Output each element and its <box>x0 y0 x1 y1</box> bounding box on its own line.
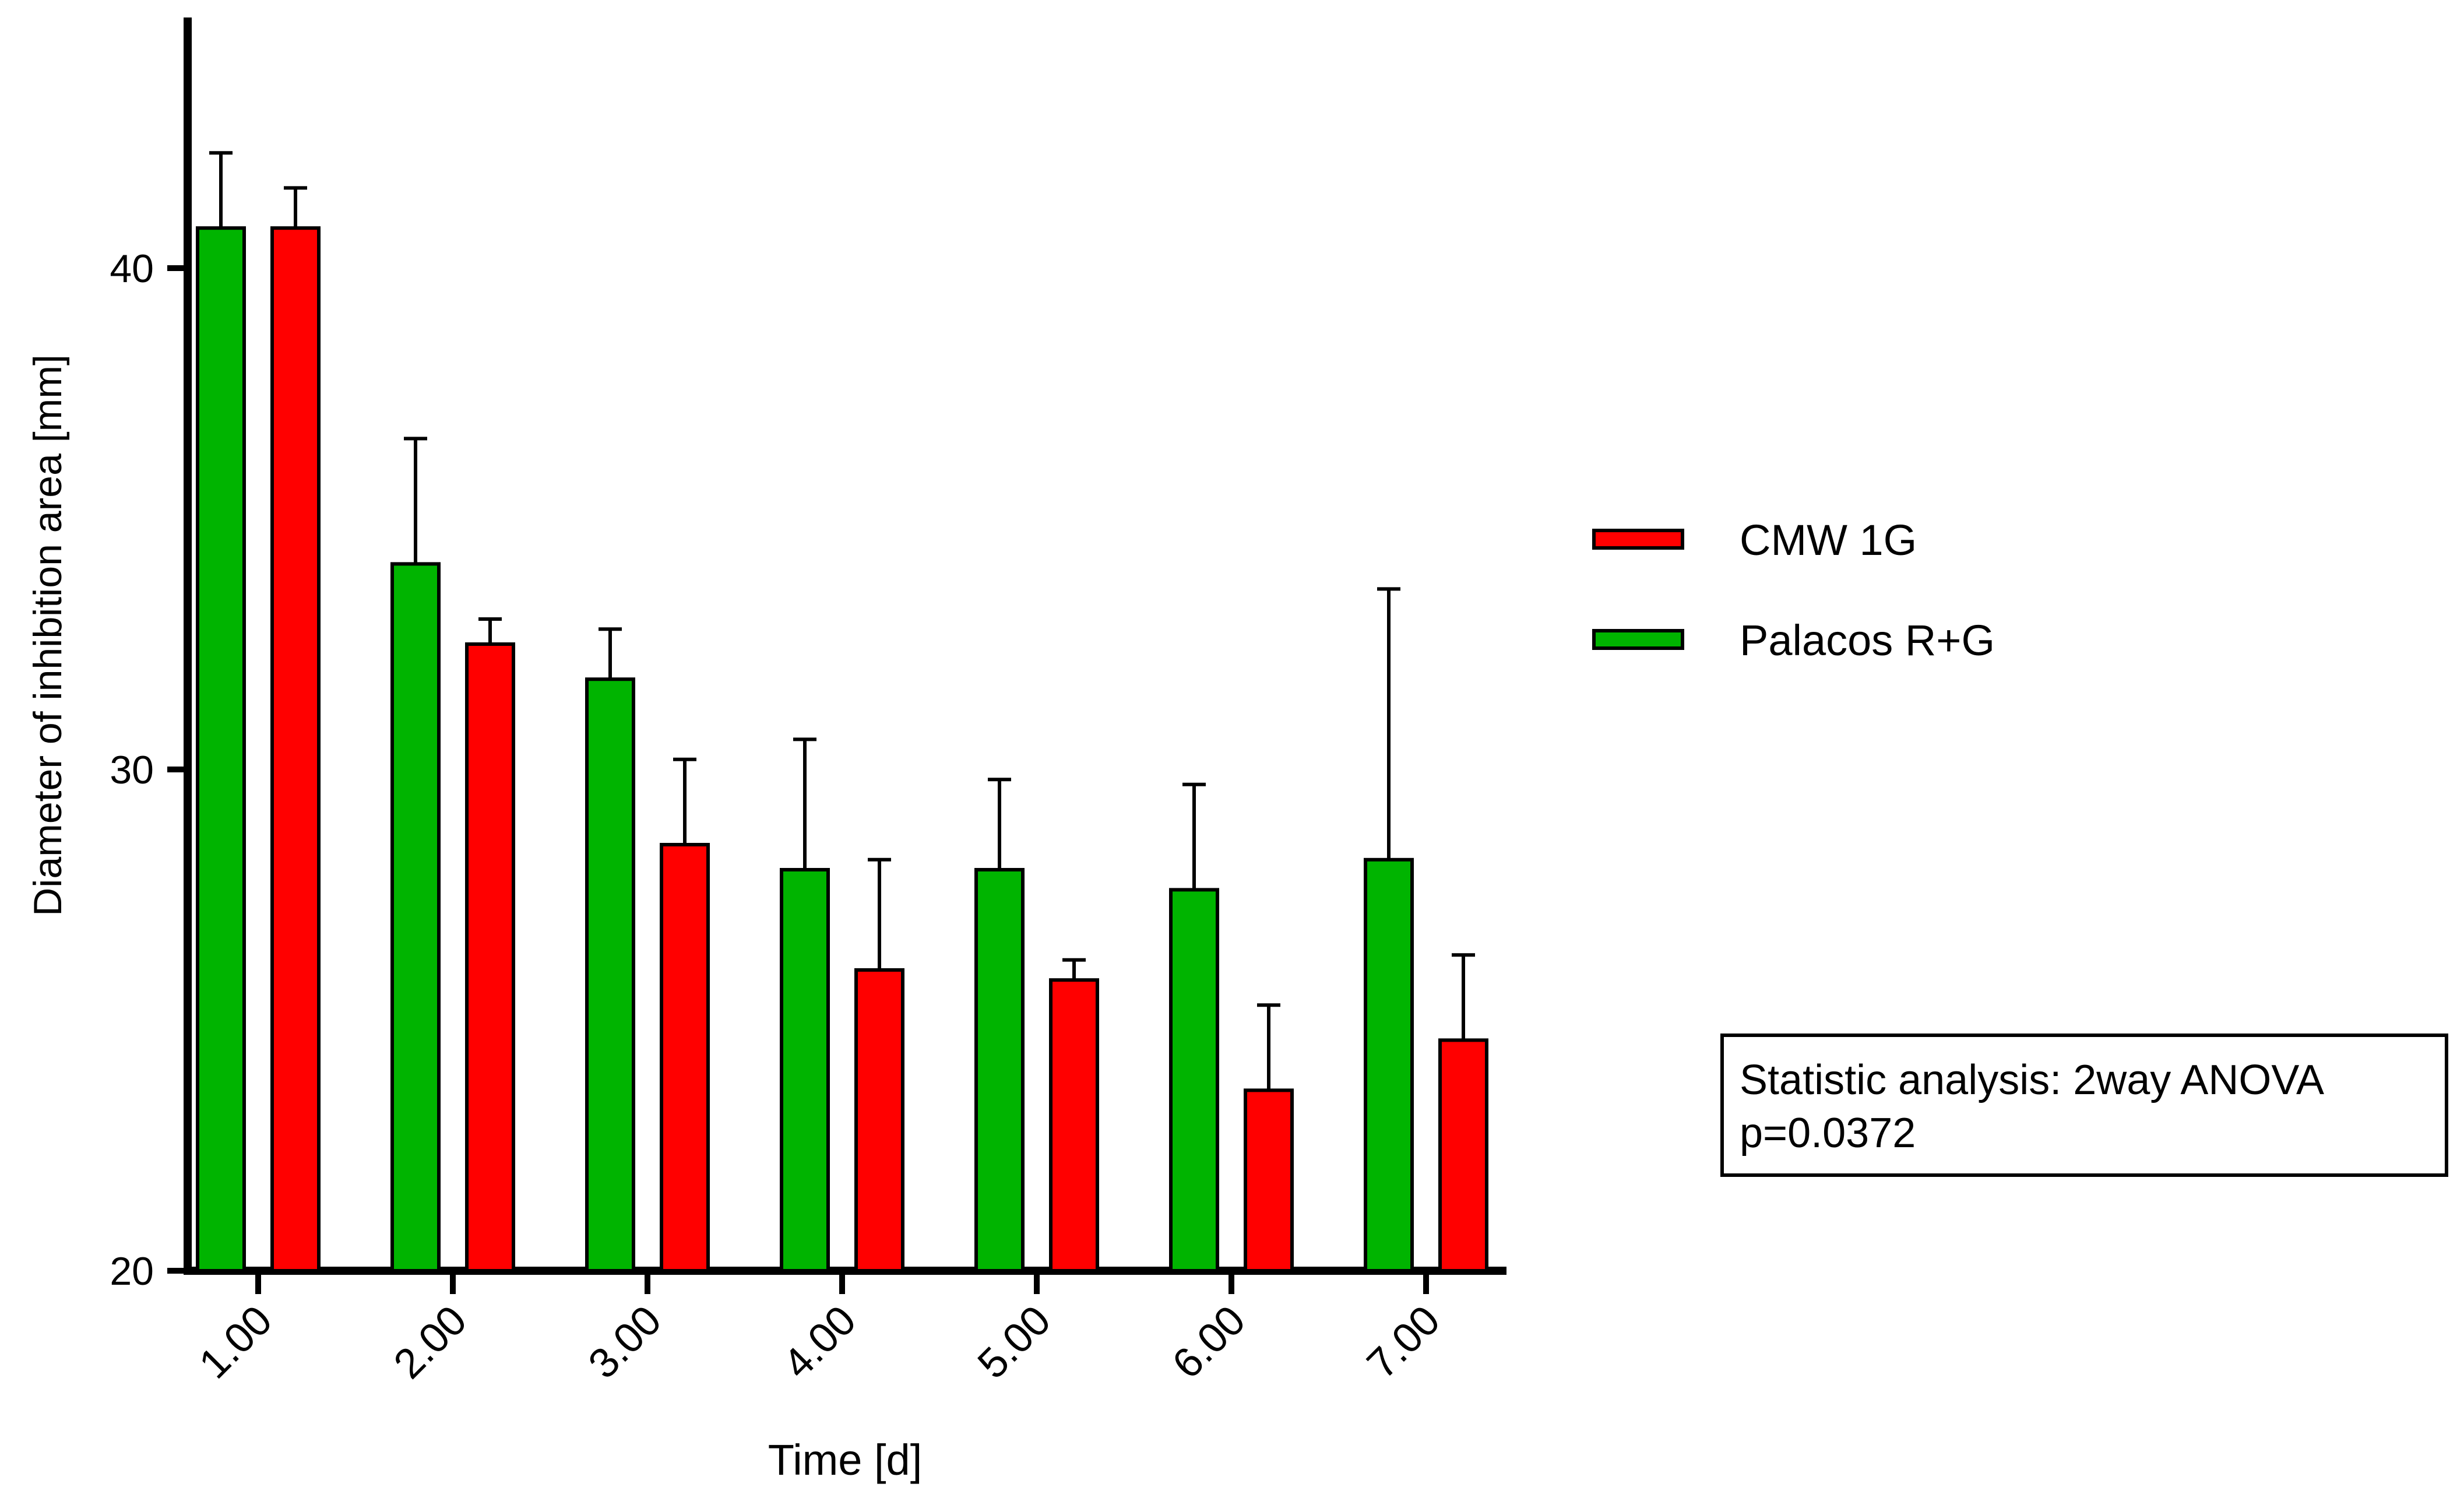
y-tick-label-30: 30 <box>110 748 154 792</box>
legend-swatch-palacos-rg <box>1592 629 1684 650</box>
legend-swatch-cmw-1g <box>1592 529 1684 550</box>
x-axis-title: Time [d] <box>768 1436 923 1484</box>
bar-palacos-r-g-2-00 <box>390 562 441 1272</box>
x-tick-label-7-00: 7.00 <box>1358 1297 1449 1388</box>
legend: CMW 1G Palacos R+G <box>1592 516 1995 665</box>
y-axis-title: Diameter of inhibition area [mm] <box>26 354 70 916</box>
legend-label-palacos-rg: Palacos R+G <box>1740 616 1995 665</box>
statistics-annotation: Statistic analysis: 2way ANOVA p=0.0372 <box>1720 1034 2448 1177</box>
x-tick-label-5-00: 5.00 <box>969 1297 1060 1388</box>
legend-label-cmw-1g: CMW 1G <box>1740 516 1917 564</box>
bar-cmw-1g-6-00 <box>1244 1088 1294 1273</box>
x-tick-label-4-00: 4.00 <box>775 1297 865 1388</box>
bar-palacos-r-g-4-00 <box>780 868 830 1272</box>
x-tick-label-1-00: 1.00 <box>191 1297 281 1388</box>
y-ticks: 20 30 40 <box>110 247 188 1293</box>
annotation-line-pvalue: p=0.0372 <box>1740 1110 1916 1156</box>
bar-cmw-1g-4-00 <box>854 968 904 1272</box>
annotation-line-test: Statistic analysis: 2way ANOVA <box>1740 1057 2324 1103</box>
annotation-box <box>1720 1034 2448 1177</box>
x-tick-label-3-00: 3.00 <box>580 1297 671 1388</box>
bar-palacos-r-g-7-00 <box>1364 857 1414 1273</box>
bar-cmw-1g-3-00 <box>660 843 710 1272</box>
axes <box>184 17 1506 1275</box>
bar-palacos-r-g-3-00 <box>585 677 635 1272</box>
y-tick-label-20: 20 <box>110 1249 154 1293</box>
x-tick-label-6-00: 6.00 <box>1164 1297 1255 1388</box>
bar-palacos-r-g-1-00 <box>196 226 246 1273</box>
x-tick-label-2-00: 2.00 <box>385 1297 476 1388</box>
bar-cmw-1g-7-00 <box>1438 1038 1488 1273</box>
x-ticks: 1.00 2.00 3.00 4.00 5.00 6.00 7.00 <box>191 1271 1449 1387</box>
bar-cmw-1g-5-00 <box>1049 978 1099 1272</box>
error-bars <box>209 151 1475 1091</box>
bar-cmw-1g-2-00 <box>465 642 515 1272</box>
y-tick-label-40: 40 <box>110 247 154 291</box>
bar-palacos-r-g-6-00 <box>1169 888 1219 1272</box>
bars <box>196 226 1488 1273</box>
bar-palacos-r-g-5-00 <box>974 868 1025 1272</box>
bar-cmw-1g-1-00 <box>270 226 321 1273</box>
